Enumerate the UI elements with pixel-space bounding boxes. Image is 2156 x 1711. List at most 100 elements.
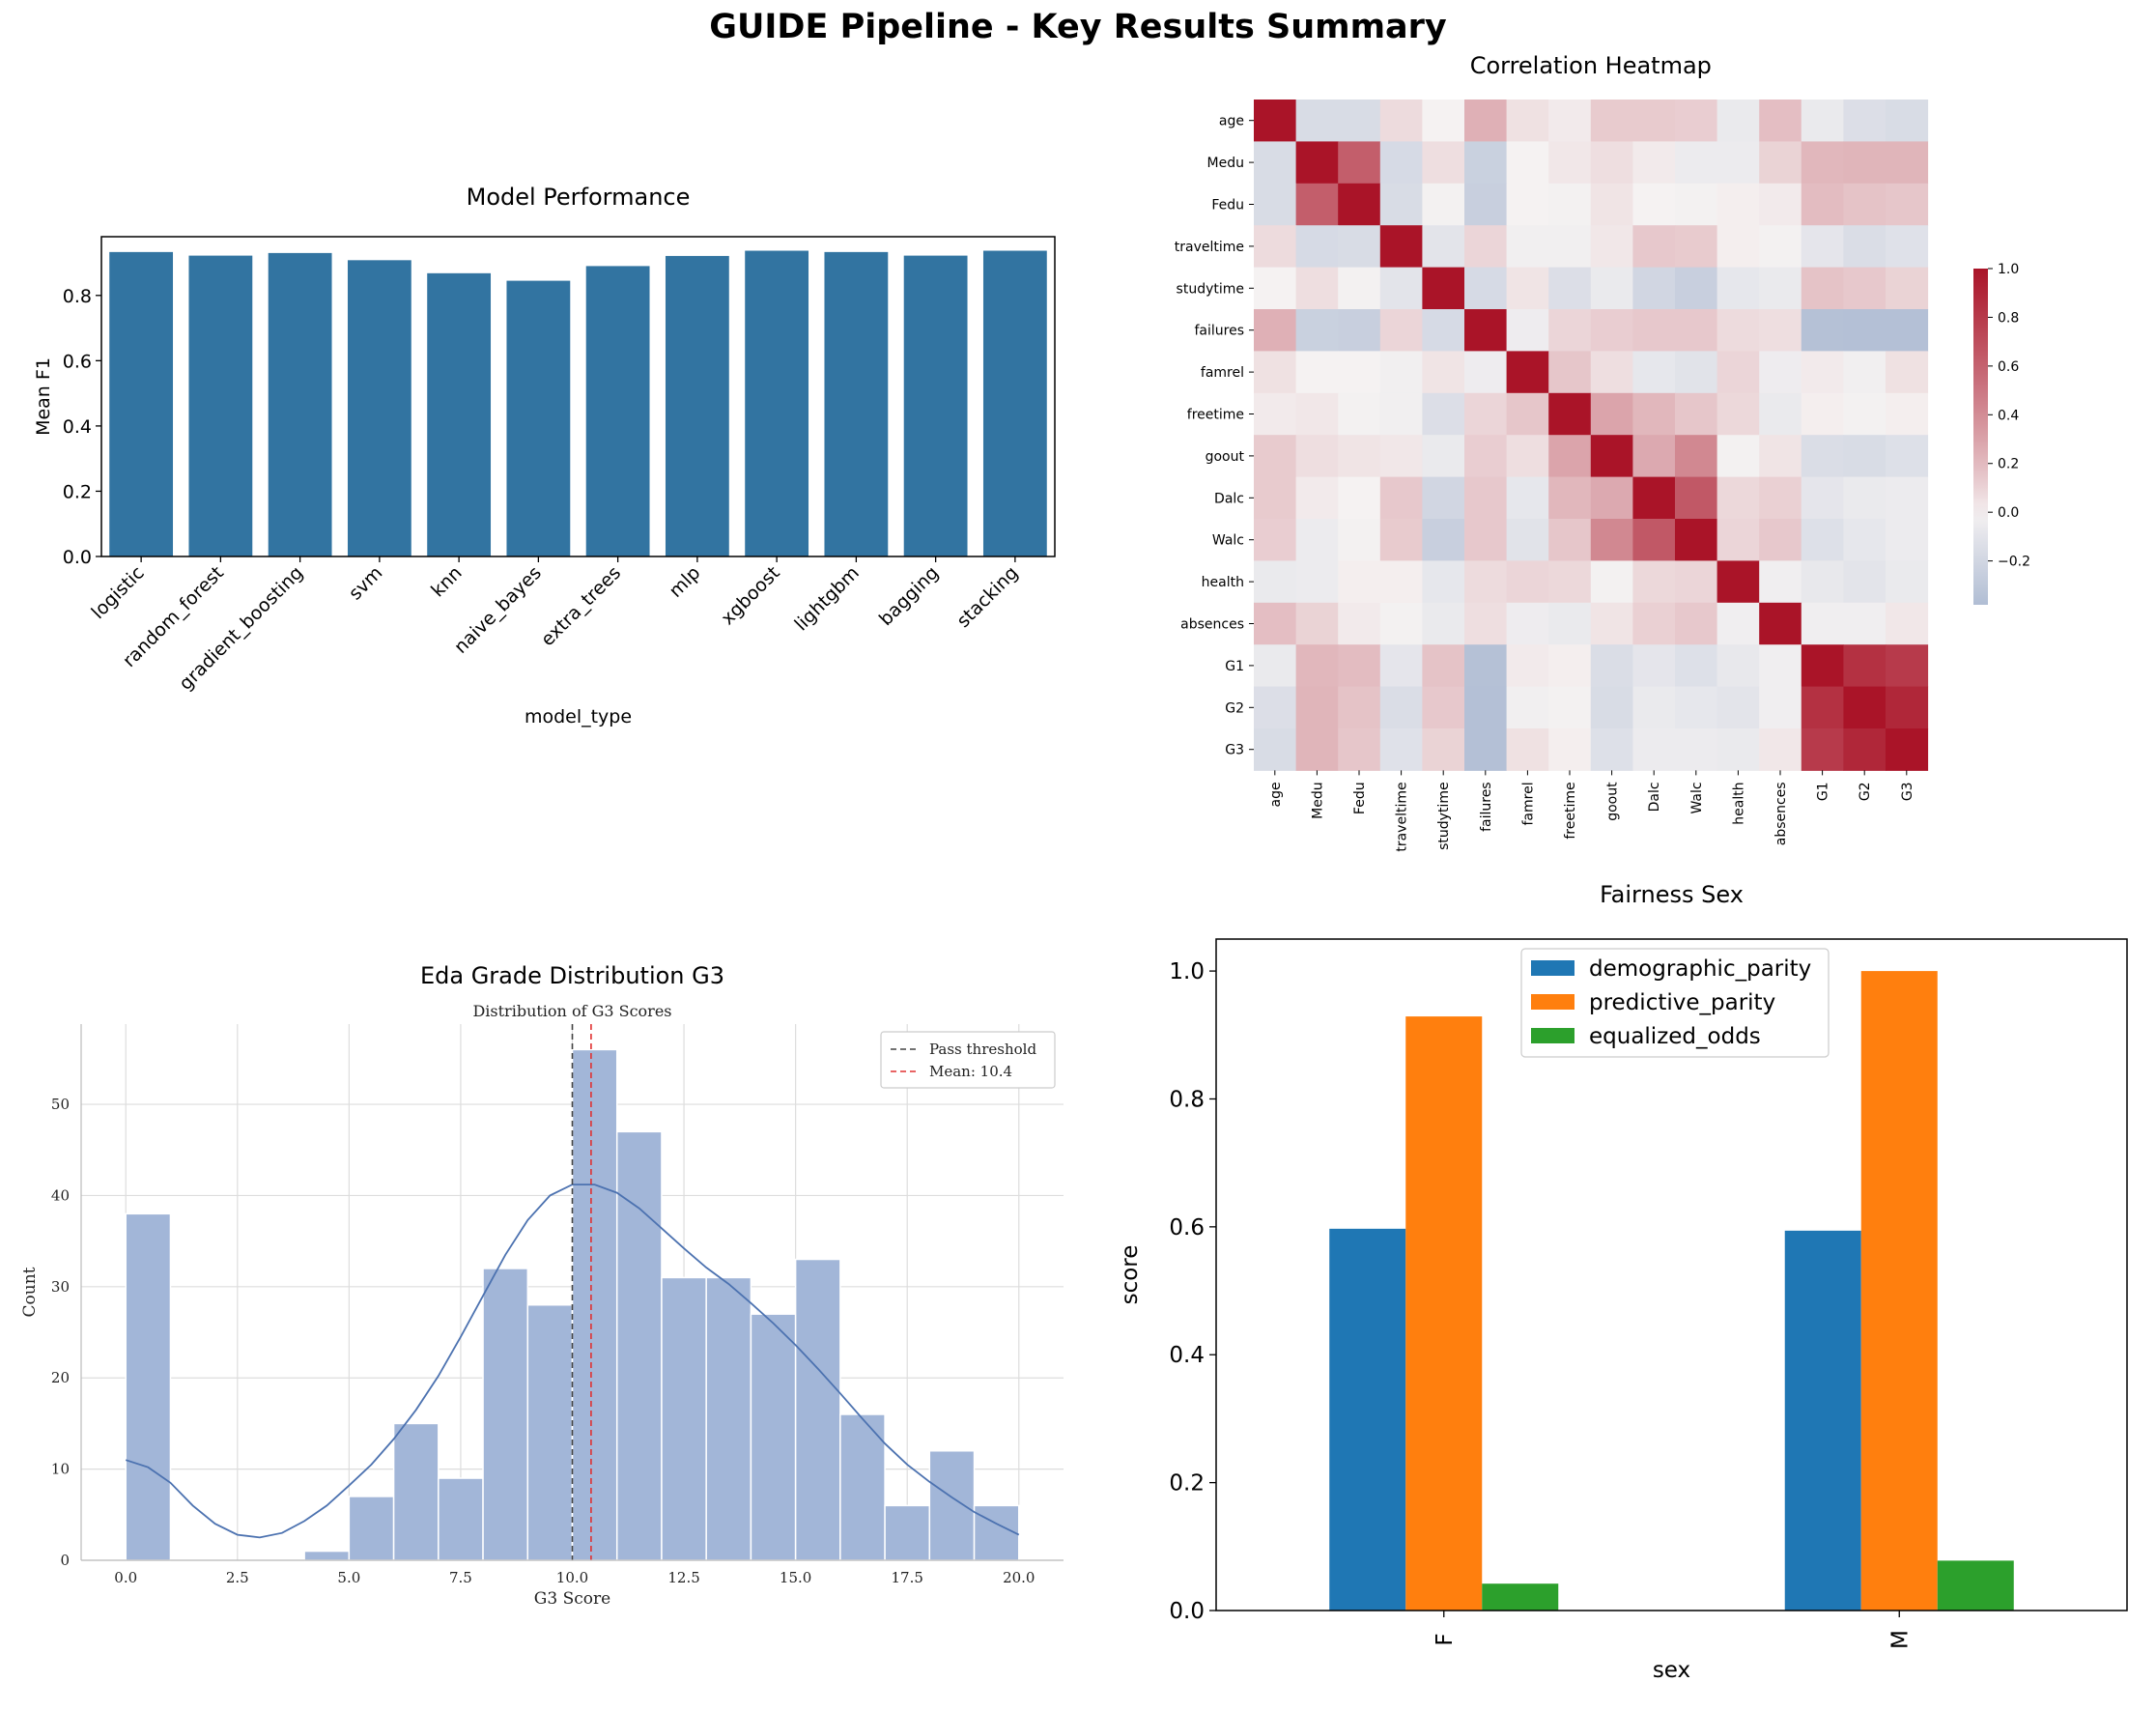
- heatmap-cell: [1548, 435, 1592, 478]
- heatmap-cell: [1590, 267, 1633, 310]
- bar: [188, 255, 253, 556]
- x-axis-label: model_type: [525, 706, 632, 727]
- bar: [268, 252, 332, 556]
- y-axis-label: Mean F1: [33, 357, 54, 436]
- x-axis-label: sex: [1653, 1658, 1690, 1683]
- heatmap-cell: [1422, 686, 1465, 729]
- heatmap-cell: [1886, 476, 1929, 520]
- x-tick-label: 10.0: [556, 1569, 588, 1586]
- y-tick-label: Dalc: [1214, 491, 1244, 506]
- heatmap-cell: [1254, 602, 1297, 645]
- legend-box: [880, 1031, 1056, 1089]
- heatmap-cell: [1548, 519, 1592, 561]
- colorbar-tick-label: −0.2: [1998, 555, 2030, 570]
- heatmap-cell: [1422, 309, 1465, 352]
- histogram-bar: [705, 1276, 752, 1561]
- y-tick-label: 0.2: [1169, 1471, 1205, 1497]
- heatmap-cell: [1716, 476, 1760, 520]
- chart-title: Distribution of G3 Scores: [472, 1002, 671, 1020]
- heatmap-cell: [1632, 392, 1676, 436]
- heatmap-cell: [1675, 560, 1718, 604]
- bar: [506, 280, 571, 556]
- heatmap-cell: [1843, 183, 1886, 226]
- heatmap-cell: [1338, 644, 1381, 688]
- heatmap-cell: [1590, 392, 1633, 436]
- heatmap-cell: [1338, 560, 1381, 604]
- heatmap-cell: [1548, 183, 1592, 226]
- heatmap-cell: [1506, 309, 1549, 352]
- heatmap-cell: [1675, 309, 1718, 352]
- histogram-bar: [884, 1504, 931, 1561]
- plot-frame: [1215, 938, 2128, 1611]
- colorbar-tick-label: 0.6: [1998, 359, 2019, 375]
- y-tick-label: 40: [51, 1186, 70, 1204]
- y-tick-label: 0.8: [1169, 1087, 1205, 1112]
- heatmap-cell: [1295, 560, 1339, 604]
- heatmap-cell: [1886, 644, 1929, 688]
- heatmap-cell: [1675, 728, 1718, 771]
- y-tick-label: G3: [1225, 743, 1244, 758]
- heatmap-cell: [1379, 476, 1423, 520]
- heatmap-cell: [1590, 435, 1633, 478]
- heatmap-cell: [1464, 476, 1508, 520]
- heatmap-cell: [1843, 225, 1886, 269]
- y-tick-label: Walc: [1212, 533, 1244, 549]
- y-tick-label: Medu: [1207, 156, 1244, 171]
- heatmap-cell: [1254, 560, 1297, 604]
- histogram-bar: [928, 1449, 976, 1561]
- heatmap-cell: [1801, 309, 1844, 352]
- heatmap-cell: [1886, 267, 1929, 310]
- heatmap-cell: [1632, 351, 1676, 394]
- heatmap-cell: [1843, 100, 1886, 142]
- heatmap-cell: [1632, 100, 1676, 142]
- heatmap-cell: [1590, 519, 1633, 561]
- heatmap-cell: [1632, 644, 1676, 688]
- heatmap-cell: [1716, 267, 1760, 310]
- heatmap-cell: [1759, 309, 1802, 352]
- x-tick-label: 5.0: [337, 1569, 360, 1586]
- legend-label: equalized_odds: [1589, 1024, 1761, 1049]
- heatmap-cell: [1675, 519, 1718, 561]
- heatmap-cell: [1759, 267, 1802, 310]
- x-tick-label: absences: [1773, 782, 1789, 845]
- heatmap-cell: [1716, 183, 1760, 226]
- heatmap-cell: [1464, 392, 1508, 436]
- heatmap-cell: [1716, 141, 1760, 185]
- bar: [1784, 1230, 1861, 1611]
- x-tick-label: M: [1887, 1630, 1913, 1649]
- heatmap-cell: [1422, 728, 1465, 771]
- y-tick-label: 0.8: [63, 286, 92, 307]
- y-tick-label: Fedu: [1211, 198, 1244, 214]
- heatmap-cell: [1422, 435, 1465, 478]
- heatmap-cell: [1716, 225, 1760, 269]
- heatmap-cell: [1422, 267, 1465, 310]
- histogram-bar: [482, 1268, 529, 1561]
- heatmap-cell: [1379, 686, 1423, 729]
- y-tick-label: freetime: [1187, 408, 1244, 423]
- heatmap-cell: [1422, 519, 1465, 561]
- colorbar: [1973, 269, 1988, 605]
- x-tick-label: 20.0: [1003, 1569, 1035, 1586]
- heatmap-cell: [1548, 225, 1592, 269]
- heatmap-cell: [1338, 476, 1381, 520]
- heatmap-cell: [1801, 644, 1844, 688]
- heatmap-cell: [1675, 686, 1718, 729]
- heatmap-cell: [1254, 351, 1297, 394]
- heatmap-cell: [1843, 435, 1886, 478]
- bar: [824, 251, 889, 556]
- heatmap-cell: [1254, 728, 1297, 771]
- heatmap-cell: [1801, 351, 1844, 394]
- x-tick-label: Walc: [1689, 782, 1705, 813]
- histogram-bar: [571, 1048, 618, 1561]
- bar: [109, 251, 174, 556]
- x-tick-label: studytime: [1436, 782, 1452, 849]
- heatmap-cell: [1886, 183, 1929, 226]
- y-tick-label: 0: [60, 1552, 70, 1569]
- heatmap-cell: [1843, 351, 1886, 394]
- heatmap-cell: [1506, 225, 1549, 269]
- heatmap-cell: [1759, 519, 1802, 561]
- heatmap-cell: [1843, 141, 1886, 185]
- heatmap-cell: [1675, 225, 1718, 269]
- heatmap-cell: [1254, 141, 1297, 185]
- heatmap-cell: [1759, 602, 1802, 645]
